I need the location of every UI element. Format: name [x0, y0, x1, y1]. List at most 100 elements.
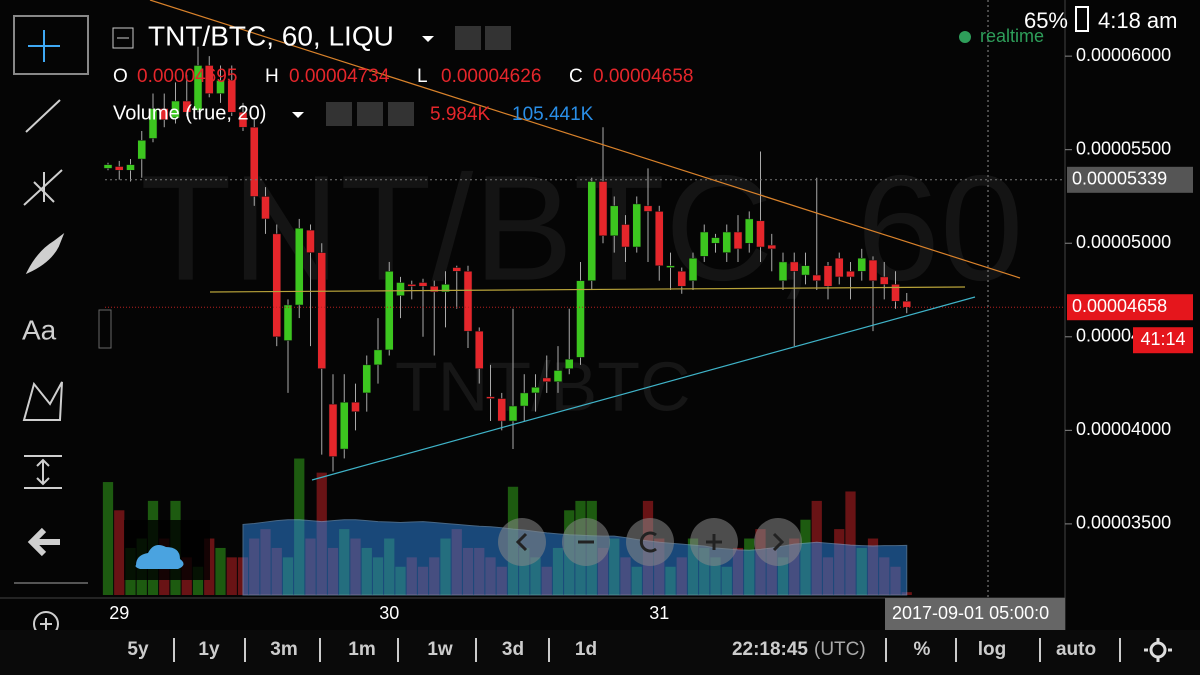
- visibility-button[interactable]: [326, 102, 352, 126]
- candle-body: [711, 237, 720, 244]
- candle-body: [328, 403, 338, 457]
- crosshair-time-label: 2017-09-01 05:00:0: [892, 603, 1049, 623]
- range-button[interactable]: 1d: [575, 639, 597, 660]
- settings-button[interactable]: [485, 26, 511, 50]
- y-tick-label: 0.00006000: [1076, 45, 1171, 65]
- realtime-label: realtime: [980, 26, 1044, 46]
- text-tool[interactable]: Aa: [22, 314, 57, 345]
- nav-icons: [515, 531, 785, 553]
- candle-body: [846, 271, 855, 278]
- timezone[interactable]: (UTC): [814, 639, 866, 660]
- symbol-title[interactable]: TNT/BTC, 60, LIQU: [148, 20, 394, 51]
- volume-label[interactable]: Volume (true, 20): [113, 102, 266, 124]
- settings-gear[interactable]: [1144, 638, 1172, 662]
- reset-button[interactable]: [626, 518, 674, 566]
- candle-body: [857, 257, 866, 272]
- y-tick-label: 0.00004000: [1076, 419, 1171, 439]
- candle-body: [598, 181, 608, 237]
- logo: [124, 520, 210, 580]
- candle-body: [227, 80, 236, 113]
- pattern-tool[interactable]: [22, 381, 63, 421]
- trend-line: [149, 0, 1021, 279]
- candle-body: [340, 402, 349, 450]
- candle-body: [643, 205, 653, 212]
- volume-bar: [845, 491, 856, 595]
- scroll-right-button[interactable]: [754, 518, 802, 566]
- scale-option[interactable]: log: [978, 639, 1007, 660]
- candle-body: [463, 271, 473, 332]
- range-button[interactable]: 3m: [270, 639, 297, 660]
- candle-body: [688, 257, 698, 281]
- candle-body: [655, 211, 664, 266]
- candle-body: [261, 196, 270, 220]
- candle-body: [520, 392, 529, 407]
- pitchfork-tool[interactable]: [23, 169, 63, 206]
- candle-body: [812, 274, 821, 281]
- candle-body: [205, 65, 214, 94]
- crosshair-tool[interactable]: [13, 15, 89, 75]
- range-button[interactable]: 1m: [348, 639, 375, 660]
- y-tick-label: 0.00003500: [1076, 513, 1171, 533]
- range-button[interactable]: 1y: [198, 639, 220, 660]
- last-price-label: 0.00004658: [1072, 296, 1167, 316]
- ohlc-label: H: [265, 66, 279, 87]
- candle-body: [868, 259, 878, 281]
- dropdown-icon[interactable]: [292, 112, 304, 118]
- last-price-box: [1067, 294, 1193, 321]
- scale-option[interactable]: auto: [1056, 639, 1096, 660]
- logo-icon: [135, 545, 184, 569]
- bottom-bar: 5y 1y 3m 1m 1w 3d 1d 22:18:45 (UTC)% log auto: [0, 630, 1200, 675]
- back-tool[interactable]: [27, 527, 60, 557]
- candle-body: [553, 370, 563, 382]
- candle-body: [801, 265, 810, 276]
- candle-body: [193, 65, 203, 111]
- range-button[interactable]: 1w: [427, 639, 453, 660]
- collapse-toolbar[interactable]: [98, 309, 112, 349]
- line-tool[interactable]: [25, 99, 61, 133]
- scale-option[interactable]: %: [914, 639, 931, 660]
- collapse-button[interactable]: [112, 27, 134, 49]
- candle-body: [745, 218, 754, 244]
- settings-button[interactable]: [357, 102, 383, 126]
- candle-body: [497, 398, 506, 422]
- candle-body: [587, 181, 596, 281]
- visibility-button[interactable]: [455, 26, 481, 50]
- remove-button[interactable]: [388, 102, 414, 126]
- candle-body: [722, 231, 731, 253]
- candle-body: [621, 224, 630, 248]
- left-toolbar: Aa: [13, 15, 112, 644]
- candle-body: [677, 271, 686, 287]
- y-tick-label: 0.00005500: [1076, 138, 1171, 158]
- candle-body: [835, 257, 844, 278]
- candle-body: [115, 166, 124, 171]
- y-tick-label: 0.00005000: [1076, 232, 1171, 252]
- candle-body: [362, 364, 371, 394]
- drawings: [149, 0, 1021, 598]
- ohlc-value: 0.00004626: [441, 66, 541, 87]
- candle-body: [238, 112, 248, 128]
- candle-body: [767, 244, 776, 250]
- ohlc-value: 0.00004695: [137, 66, 237, 87]
- dropdown-icon[interactable]: [422, 36, 434, 42]
- settings-gear-ring: [1149, 641, 1167, 659]
- candle-body: [182, 100, 191, 113]
- scroll-left-button[interactable]: [498, 518, 546, 566]
- brush-tool[interactable]: [25, 233, 65, 275]
- crosshair-time-box: [885, 598, 1065, 630]
- nav-glyphs: [515, 531, 785, 553]
- battery: 65%: [1024, 8, 1068, 33]
- candle-body: [823, 265, 833, 287]
- candle-body: [902, 300, 911, 308]
- range-button[interactable]: 3d: [502, 639, 524, 660]
- candle-body: [610, 205, 619, 237]
- range-button[interactable]: 5y: [127, 639, 149, 660]
- candle-body: [576, 280, 585, 358]
- trend-line: [311, 296, 976, 481]
- crosshair-price-box: [1067, 166, 1193, 193]
- countdown-box: [1133, 327, 1193, 354]
- measure-tool[interactable]: [24, 455, 62, 489]
- candle-body: [486, 396, 495, 399]
- candle-body: [666, 265, 675, 268]
- candle-body: [441, 284, 450, 293]
- utc-clock: 22:18:45: [732, 639, 808, 660]
